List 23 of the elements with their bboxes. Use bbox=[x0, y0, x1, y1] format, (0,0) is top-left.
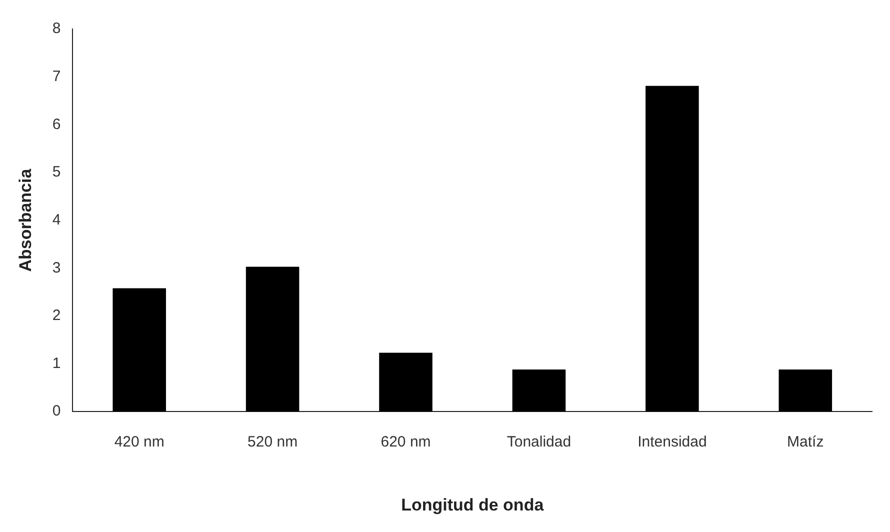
y-tick-label: 0 bbox=[52, 402, 61, 420]
x-tick-label: 420 nm bbox=[114, 434, 164, 451]
x-tick-label: Matíz bbox=[787, 434, 824, 451]
bar bbox=[112, 288, 166, 412]
y-tick-label: 3 bbox=[52, 259, 61, 276]
y-tick-label: 4 bbox=[52, 211, 61, 228]
y-tick-label: 5 bbox=[52, 164, 61, 181]
bar bbox=[379, 352, 432, 412]
bar bbox=[646, 86, 699, 412]
y-axis-title: Absorbancia bbox=[16, 168, 35, 272]
y-tick-label: 2 bbox=[52, 307, 61, 324]
bar bbox=[778, 370, 832, 412]
x-axis-title: Longitud de onda bbox=[401, 495, 544, 514]
x-tick-label: Tonalidad bbox=[506, 434, 572, 451]
x-tick-label: Intensidad bbox=[638, 434, 707, 451]
x-tick-label: 620 nm bbox=[380, 434, 431, 451]
y-tick-label: 7 bbox=[52, 68, 61, 85]
y-tick-label: 1 bbox=[52, 354, 61, 372]
y-tick-label: 6 bbox=[52, 116, 61, 133]
bar bbox=[246, 266, 300, 412]
y-tick-label: 8 bbox=[52, 20, 61, 38]
bar bbox=[512, 370, 566, 412]
x-tick-label: 520 nm bbox=[248, 434, 298, 451]
